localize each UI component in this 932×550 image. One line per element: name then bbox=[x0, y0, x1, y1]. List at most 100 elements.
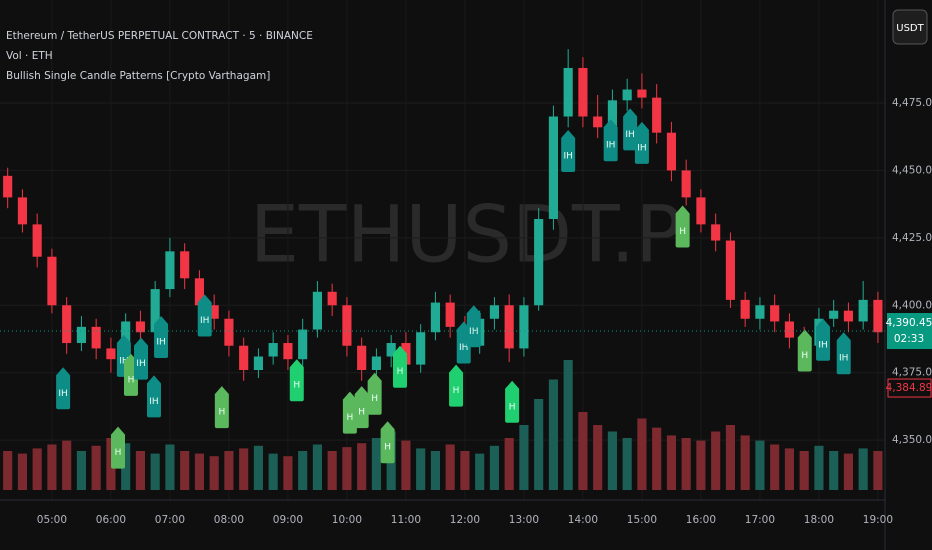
volume-bar bbox=[121, 443, 131, 490]
volume-bar bbox=[445, 444, 455, 490]
volume-bar bbox=[312, 444, 322, 490]
marker-price-label: 4,384.89 bbox=[886, 382, 932, 394]
candle-body bbox=[696, 197, 706, 225]
candle-body bbox=[150, 289, 160, 333]
x-tick-label: 10:00 bbox=[332, 514, 362, 526]
volume-bar bbox=[711, 431, 721, 490]
volume-bar bbox=[475, 453, 485, 490]
volume-bar bbox=[91, 445, 101, 490]
pattern-label: IH bbox=[136, 359, 145, 369]
volume-bar bbox=[666, 435, 676, 490]
candle-body bbox=[47, 256, 57, 306]
candle-body bbox=[637, 89, 647, 98]
marker-price-box bbox=[887, 378, 932, 398]
volume-legend[interactable]: Vol · ETH bbox=[6, 50, 53, 62]
candle-body bbox=[504, 305, 514, 349]
volume-bar bbox=[563, 360, 573, 490]
candle-body bbox=[76, 326, 86, 344]
volume-bar bbox=[224, 451, 234, 490]
pattern-label: IH bbox=[156, 338, 165, 348]
volume-bar bbox=[430, 451, 440, 490]
pattern-label: IH bbox=[58, 389, 67, 399]
volume-bar bbox=[489, 445, 499, 490]
volume-bar bbox=[725, 425, 735, 490]
x-tick-label: 14:00 bbox=[568, 514, 598, 526]
y-tick-label: 4,450.00 bbox=[892, 164, 932, 176]
x-tick-label: 09:00 bbox=[273, 514, 303, 526]
symbol-title[interactable]: Ethereum / TetherUS PERPETUAL CONTRACT ·… bbox=[6, 30, 313, 42]
volume-bar bbox=[829, 451, 839, 490]
currency-button[interactable]: USDT bbox=[896, 23, 924, 34]
volume-bar bbox=[637, 418, 647, 490]
indicator-legend[interactable]: Bullish Single Candle Patterns [Crypto V… bbox=[6, 70, 270, 82]
volume-bar bbox=[519, 425, 529, 490]
pattern-label: H bbox=[346, 413, 353, 423]
volume-bar bbox=[740, 435, 750, 490]
pattern-label: H bbox=[384, 443, 391, 453]
pattern-label: H bbox=[509, 402, 516, 412]
pattern-marker bbox=[623, 108, 638, 151]
x-tick-label: 13:00 bbox=[509, 514, 539, 526]
volume-bar bbox=[3, 451, 13, 490]
pattern-marker bbox=[634, 121, 649, 164]
pattern-label: H bbox=[128, 375, 135, 385]
volume-bar bbox=[696, 440, 706, 490]
pattern-label: IH bbox=[625, 130, 634, 140]
volume-bar bbox=[283, 456, 293, 490]
pattern-label: IH bbox=[818, 340, 827, 350]
x-tick-label: 05:00 bbox=[37, 514, 67, 526]
pattern-marker bbox=[466, 305, 481, 348]
pattern-marker bbox=[134, 337, 149, 380]
pattern-marker bbox=[214, 386, 229, 429]
x-tick-label: 12:00 bbox=[450, 514, 480, 526]
candle-body bbox=[770, 305, 780, 322]
pattern-marker bbox=[561, 129, 576, 172]
candle-body bbox=[194, 278, 204, 306]
volume-bar bbox=[504, 438, 514, 490]
volume-bar bbox=[150, 453, 160, 490]
currency-button-box[interactable] bbox=[892, 9, 928, 45]
x-tick-label: 08:00 bbox=[214, 514, 244, 526]
pattern-marker bbox=[393, 345, 408, 388]
candle-body bbox=[312, 291, 322, 330]
pattern-label: H bbox=[397, 367, 404, 377]
pattern-label: H bbox=[358, 408, 365, 418]
pattern-marker bbox=[797, 329, 812, 372]
volume-bar bbox=[62, 440, 72, 490]
volume-bar bbox=[253, 445, 263, 490]
candle-body bbox=[416, 332, 426, 365]
pattern-label: H bbox=[453, 386, 460, 396]
volume-bar bbox=[47, 444, 57, 490]
candle-body bbox=[3, 175, 13, 198]
volume-bar bbox=[548, 379, 558, 490]
candle-body bbox=[91, 326, 101, 349]
watermark: ETHUSDT.P bbox=[250, 190, 682, 280]
candle-body bbox=[578, 67, 588, 117]
volume-bar bbox=[180, 451, 190, 490]
volume-bar bbox=[534, 399, 544, 490]
pattern-label: IH bbox=[200, 316, 209, 326]
x-tick-label: 18:00 bbox=[804, 514, 834, 526]
pattern-marker bbox=[816, 318, 831, 361]
candle-body bbox=[165, 251, 175, 290]
pattern-label: IH bbox=[469, 327, 478, 337]
pattern-label: H bbox=[293, 381, 300, 391]
volume-bar bbox=[17, 453, 27, 490]
volume-bar bbox=[357, 443, 367, 490]
candle-body bbox=[327, 291, 337, 306]
candle-body bbox=[62, 305, 72, 344]
pattern-marker bbox=[197, 294, 212, 337]
volume-bar bbox=[194, 453, 204, 490]
last-price-label: 4,390.45 bbox=[886, 317, 932, 329]
pattern-label: H bbox=[218, 408, 225, 418]
plot: IHHIHHIHIHIHIHHHHHHHHHIHIHHIHIHIHIHHHIHI… bbox=[0, 0, 885, 500]
candle-body bbox=[607, 100, 617, 128]
x-tick-label: 07:00 bbox=[155, 514, 185, 526]
pattern-label: IH bbox=[637, 143, 646, 153]
candle-body bbox=[711, 224, 721, 241]
candle-body bbox=[268, 343, 278, 357]
volume-bar bbox=[106, 438, 116, 490]
volume-bar bbox=[607, 431, 617, 490]
